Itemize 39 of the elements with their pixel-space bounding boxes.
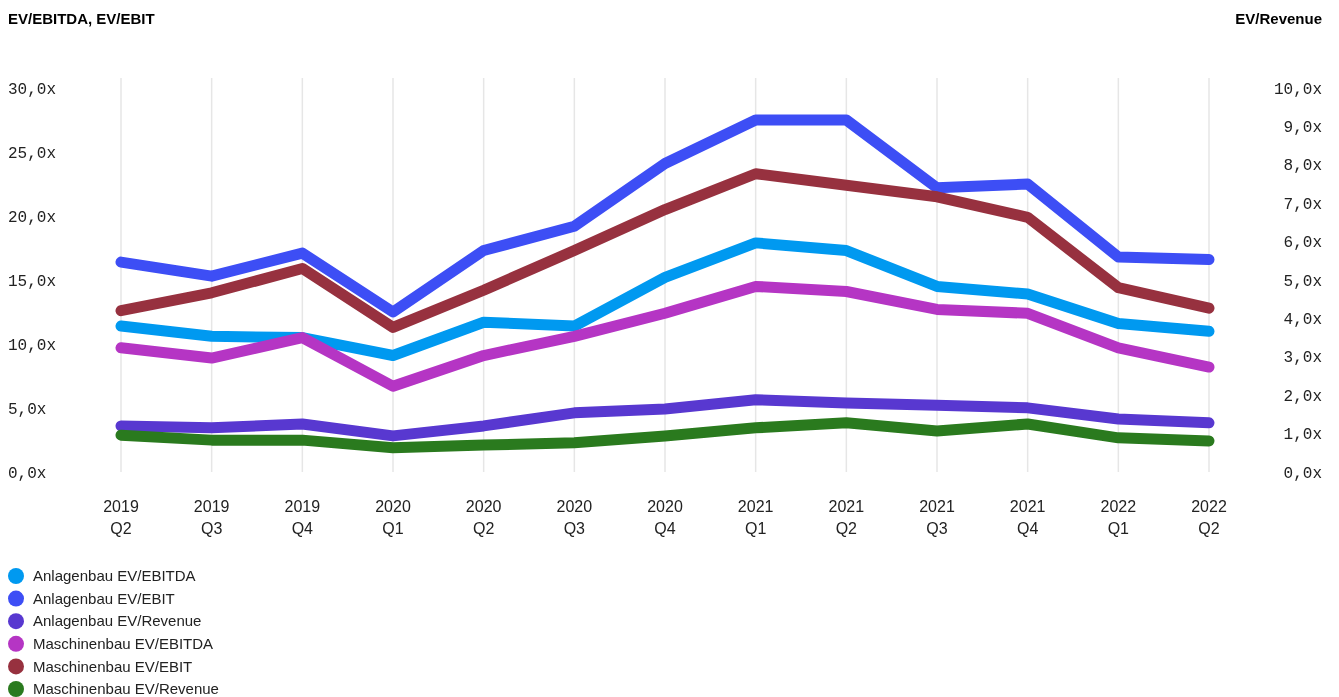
x-tick-label: 2022 Q1 <box>1100 498 1137 537</box>
y2-tick-label: 5,0x <box>1283 272 1322 291</box>
y2-tick-label: 3,0x <box>1283 349 1322 368</box>
legend-label: Maschinenbau EV/EBIT <box>33 657 193 675</box>
x-tick-label: 2019 Q2 <box>103 498 139 537</box>
y2-tick-label: 2,0x <box>1283 387 1322 406</box>
x-tick-label: 2020 Q3 <box>556 498 593 537</box>
x-tick-label: 2021 Q1 <box>737 498 774 537</box>
x-tick-label: 2022 Q2 <box>1191 498 1227 537</box>
x-tick-label: 2021 Q3 <box>919 498 955 537</box>
y2-axis-title: EV/Revenue <box>1235 10 1322 27</box>
legend-label: Anlagenbau EV/EBITDA <box>33 567 196 585</box>
legend-label: Maschinenbau EV/Revenue <box>33 680 219 697</box>
x-tick-label: 2019 Q4 <box>284 498 321 537</box>
y-tick-label: 30,0x <box>8 80 57 99</box>
y2-tick-label: 6,0x <box>1283 234 1322 253</box>
y-tick-label: 10,0x <box>8 336 57 355</box>
x-tick-label: 2021 Q2 <box>828 498 865 537</box>
x-tick-label: 2019 Q3 <box>193 498 230 537</box>
y-axis-title: EV/EBITDA, EV/EBIT <box>8 10 155 27</box>
legend-label: Maschinenbau EV/EBITDA <box>33 635 214 653</box>
y-tick-label: 25,0x <box>8 144 57 163</box>
legend-label: Anlagenbau EV/Revenue <box>33 612 202 630</box>
y2-tick-label: 4,0x <box>1283 311 1322 329</box>
y2-tick-label: 1,0x <box>1283 426 1322 445</box>
y-tick-label: 0,0x <box>8 464 47 483</box>
y2-tick-label: 8,0x <box>1283 157 1322 176</box>
y2-tick-label: 7,0x <box>1283 195 1322 214</box>
y2-tick-label: 9,0x <box>1283 119 1322 137</box>
x-tick-label: 2020 Q4 <box>647 498 683 537</box>
y-tick-label: 5,0x <box>8 400 47 419</box>
y-tick-label: 20,0x <box>8 208 57 227</box>
y2-tick-label: 0,0x <box>1283 464 1322 483</box>
y-tick-label: 15,0x <box>8 272 57 291</box>
legend-label: Anlagenbau EV/EBIT <box>33 589 175 607</box>
y2-tick-label: 10,0x <box>1273 80 1322 99</box>
x-tick-label: 2021 Q4 <box>1009 498 1046 537</box>
x-tick-label: 2020 Q1 <box>375 498 411 537</box>
x-tick-label: 2020 Q2 <box>465 498 502 537</box>
